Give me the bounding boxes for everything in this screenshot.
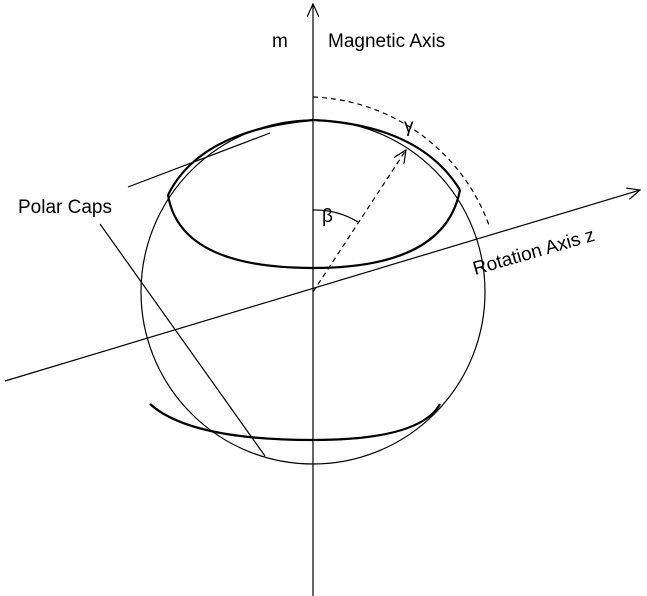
label-beta: β [322, 206, 333, 227]
label-rotation-axis: Rotation Axis z [471, 225, 598, 280]
label-polar-caps: Polar Caps [18, 197, 112, 218]
beta-arc [313, 210, 358, 222]
lower-cap [150, 404, 440, 440]
pointer-line [128, 133, 270, 187]
label-gamma: γ [404, 116, 414, 137]
label-m: m [272, 31, 288, 52]
diagram: m Magnetic Axis γ β Polar Caps Rotation … [0, 0, 647, 596]
pointer-line [100, 224, 265, 456]
upper-cap [168, 190, 460, 268]
label-magnetic-axis: Magnetic Axis [328, 31, 445, 52]
